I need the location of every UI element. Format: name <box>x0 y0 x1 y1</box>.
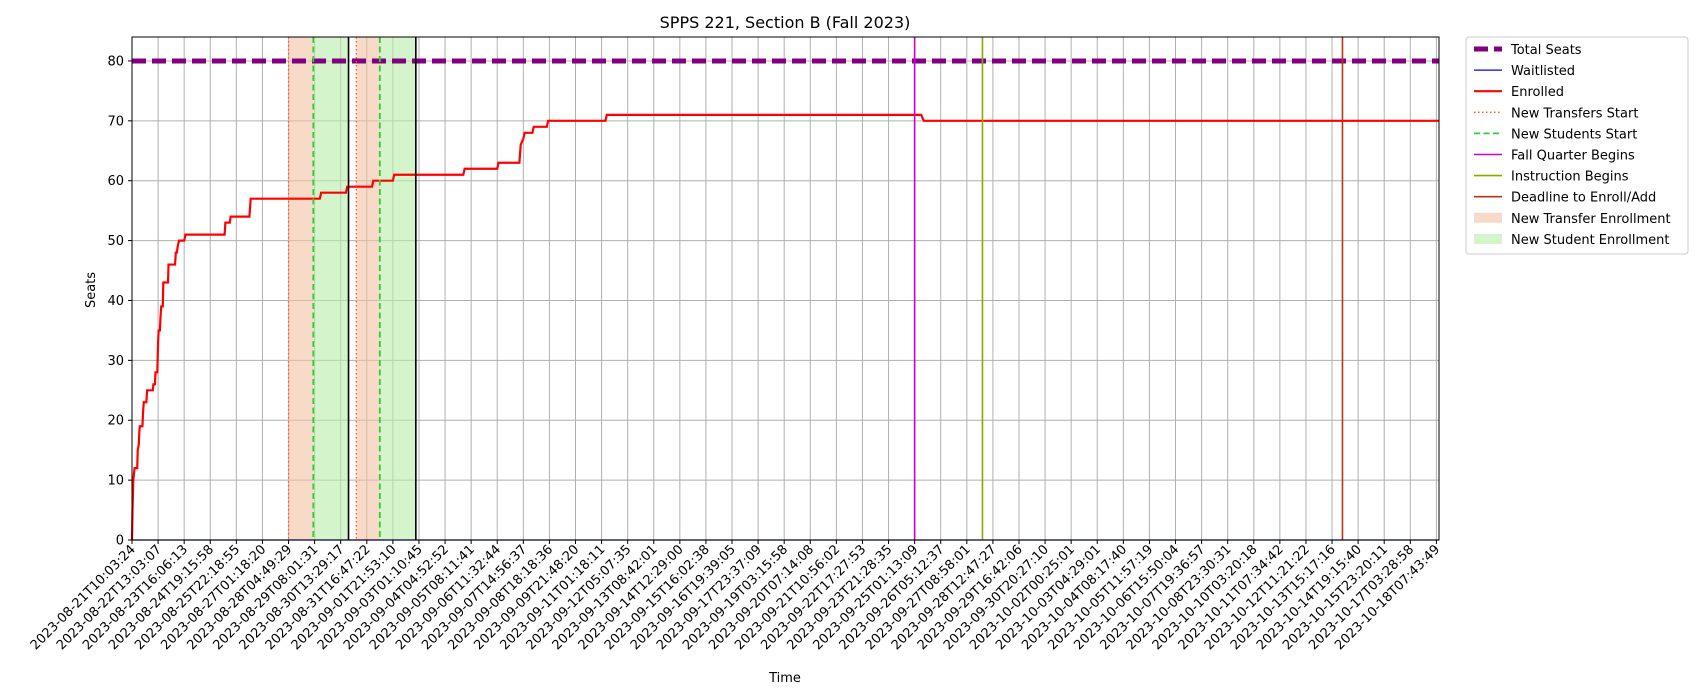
legend-label: Deadline to Enroll/Add <box>1511 191 1656 206</box>
axes <box>131 36 1440 541</box>
y-tick-label: 70 <box>107 114 124 129</box>
legend-label: New Students Start <box>1511 127 1637 142</box>
grid <box>131 37 1439 541</box>
y-tick-label: 60 <box>107 174 124 189</box>
legend-label: Waitlisted <box>1511 64 1575 79</box>
y-tick-label: 0 <box>116 534 124 549</box>
legend-label: Instruction Begins <box>1511 170 1629 185</box>
y-axis-label: Seats <box>84 272 99 308</box>
y-ticks: 0 10 20 30 40 50 60 70 80 <box>107 54 132 549</box>
chart-title: SPPS 221, Section B (Fall 2023) <box>660 13 911 32</box>
legend-swatch <box>1474 233 1502 244</box>
legend-label: New Student Enrollment <box>1511 233 1669 248</box>
x-axis-label: Time <box>768 671 801 686</box>
series-enrolled <box>130 113 1439 541</box>
span-enrollment-window <box>356 37 380 540</box>
span-new-student-enrollment <box>313 37 349 540</box>
legend-label: New Transfers Start <box>1511 106 1638 121</box>
span-enrollment-window <box>379 37 416 540</box>
event-lines <box>287 37 1344 540</box>
legend: Total Seats Waitlisted Enrolled New Transfe… <box>1465 36 1689 255</box>
legend-label: Total Seats <box>1510 43 1582 58</box>
y-tick-label: 10 <box>107 474 124 489</box>
y-tick-label: 80 <box>107 54 124 69</box>
span-new-transfer-enrollment <box>288 37 314 540</box>
legend-label: Enrolled <box>1511 85 1564 100</box>
legend-box <box>1465 36 1689 255</box>
y-tick-label: 40 <box>107 294 124 309</box>
enrollment-spans <box>288 37 416 540</box>
plot-frame <box>131 36 1440 541</box>
legend-label: New Transfer Enrollment <box>1511 212 1671 227</box>
x-ticks: 2023-08-21T10:03:242023-08-22T13:03:0720… <box>28 540 1443 653</box>
y-tick-label: 30 <box>107 354 124 369</box>
y-tick-label: 20 <box>107 414 124 429</box>
legend-swatch <box>1474 212 1502 223</box>
y-tick-label: 50 <box>107 234 124 249</box>
legend-label: Fall Quarter Begins <box>1511 149 1635 164</box>
